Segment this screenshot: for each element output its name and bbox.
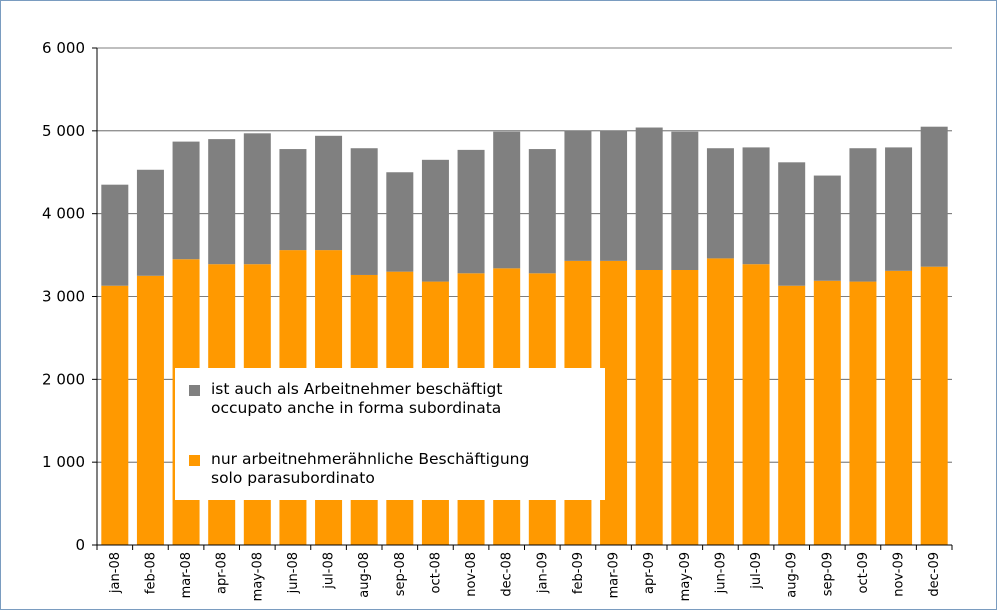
x-tick-label: jan-08 xyxy=(108,552,123,594)
bar-segment xyxy=(635,269,663,545)
x-tick-label: aug-09 xyxy=(785,552,800,598)
bar-segment xyxy=(671,131,699,270)
bar-segment xyxy=(742,264,770,545)
x-tick-label: jan-09 xyxy=(535,552,550,594)
bar-segment xyxy=(885,147,913,271)
y-tick-label: 6 000 xyxy=(42,39,85,57)
bar-segment xyxy=(706,258,734,545)
bar-segment xyxy=(136,169,164,276)
bar-segment xyxy=(778,162,806,286)
bar-segment xyxy=(849,148,877,282)
y-tick-label: 4 000 xyxy=(42,205,85,223)
legend-label: nur arbeitnehmerähnliche Beschäftigung s… xyxy=(211,450,530,487)
x-tick-label: oct-09 xyxy=(856,552,871,593)
x-tick-label: sep-08 xyxy=(393,552,408,596)
y-tick-label: 3 000 xyxy=(42,288,85,306)
bar-segment xyxy=(849,281,877,545)
bar-segment xyxy=(635,127,663,270)
bar-segment xyxy=(350,148,378,275)
bar-segment xyxy=(885,270,913,545)
bar-segment xyxy=(136,275,164,545)
bar-segment xyxy=(172,141,200,260)
x-tick-label: aug-08 xyxy=(357,552,372,598)
bar-segment xyxy=(101,184,129,286)
x-tick-label: jul-09 xyxy=(749,552,764,590)
x-tick-label: oct-08 xyxy=(428,552,443,593)
x-tick-label: nov-08 xyxy=(464,552,479,597)
x-tick-label: mar-08 xyxy=(179,552,194,598)
x-tick-label: jun-08 xyxy=(286,552,301,594)
y-tick-label: 2 000 xyxy=(42,370,85,388)
bar-segment xyxy=(528,149,556,274)
y-tick-label: 0 xyxy=(75,536,85,554)
bar-segment xyxy=(778,285,806,545)
bar-segment xyxy=(742,147,770,265)
bar-segment xyxy=(421,159,449,282)
bar-segment xyxy=(279,149,307,251)
x-tick-label: sep-09 xyxy=(820,552,835,596)
legend-label: ist auch als Arbeitnehmer beschäftigt oc… xyxy=(211,380,503,417)
legend-swatch xyxy=(189,385,200,396)
bar-segment xyxy=(920,126,948,267)
bar-segment xyxy=(564,130,592,261)
x-tick-label: nov-09 xyxy=(892,552,907,597)
x-tick-label: apr-09 xyxy=(642,552,657,594)
x-tick-label: feb-09 xyxy=(571,552,586,594)
x-tick-label: mar-09 xyxy=(607,552,622,598)
legend-swatch xyxy=(189,455,200,466)
x-tick-label: apr-08 xyxy=(215,552,230,594)
legend-item: nur arbeitnehmerähnliche Beschäftigung s… xyxy=(189,450,530,488)
x-tick-label: dec-08 xyxy=(500,552,515,597)
bar-segment xyxy=(386,172,414,272)
bar-segment xyxy=(671,269,699,545)
y-tick-label: 1 000 xyxy=(42,453,85,471)
bar-segment xyxy=(920,266,948,545)
bar-segment xyxy=(208,139,236,265)
x-tick-label: may-09 xyxy=(678,552,693,601)
bar-segment xyxy=(600,130,628,261)
bar-segment xyxy=(813,175,841,281)
x-tick-label: jul-08 xyxy=(322,552,337,590)
bar-segment xyxy=(243,133,271,265)
bar-segment xyxy=(315,135,343,251)
bar-segment xyxy=(101,285,129,545)
bar-segment xyxy=(813,280,841,545)
legend-item: ist auch als Arbeitnehmer beschäftigt oc… xyxy=(189,380,503,418)
x-tick-label: dec-09 xyxy=(927,552,942,597)
y-tick-label: 5 000 xyxy=(42,122,85,140)
bar-segment xyxy=(493,131,521,269)
x-tick-label: jun-09 xyxy=(713,552,728,594)
x-tick-label: may-08 xyxy=(250,552,265,601)
x-tick-label: feb-08 xyxy=(143,552,158,594)
legend: ist auch als Arbeitnehmer beschäftigt oc… xyxy=(175,368,605,500)
bar-segment xyxy=(457,149,485,274)
bar-segment xyxy=(706,148,734,259)
